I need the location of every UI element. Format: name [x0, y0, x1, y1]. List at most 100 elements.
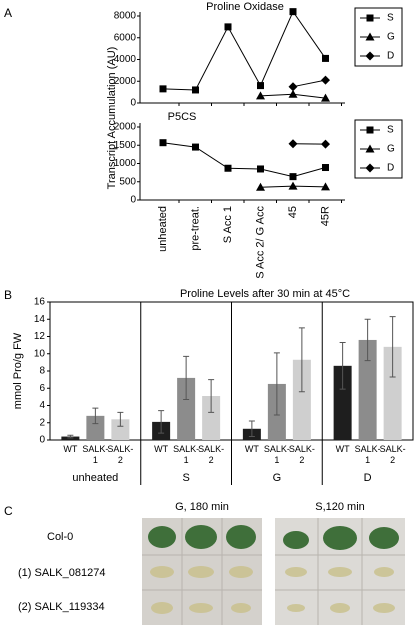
x-tick-label: 45 — [287, 206, 299, 218]
group-label: G — [273, 472, 282, 484]
x-tick-label-line: SALK- — [289, 444, 315, 454]
x-tick-label-line: 1 — [365, 455, 370, 465]
panel-letter: A — [4, 6, 12, 20]
photo — [142, 518, 405, 625]
x-tick-label-line: SALK- — [380, 444, 406, 454]
y-tick-label: 2000 — [114, 122, 137, 133]
x-tick-label: unheated — [157, 206, 169, 252]
chart-title: P5CS — [168, 111, 197, 123]
x-tick-label: S Acc 2/ G Acc — [254, 206, 266, 279]
y-tick-label: 8 — [39, 366, 45, 377]
y-axis-label: mmol Pro/g FW — [12, 332, 24, 409]
row-label: Col-0 — [47, 531, 73, 543]
line — [163, 12, 326, 90]
y-tick-label: 500 — [119, 176, 136, 187]
y-tick-label: 1000 — [114, 158, 137, 169]
x-tick-label-line: SALK- — [264, 444, 290, 454]
marker — [257, 165, 264, 172]
group-label: unheated — [72, 472, 118, 484]
y-tick-label: 0 — [130, 98, 136, 109]
marker — [289, 82, 298, 91]
x-tick-label: SALK-2 — [107, 444, 133, 465]
marker — [290, 173, 297, 180]
row-label: (1) SALK_081274 — [18, 567, 105, 579]
x-tick-label: S Acc 1 — [222, 206, 234, 243]
column-label: G, 180 min — [175, 501, 229, 513]
x-tick-label: pre-treat. — [189, 206, 201, 251]
legend-label: S — [387, 13, 394, 24]
x-tick-label-line: 2 — [118, 455, 123, 465]
x-tick-label: SALK-2 — [289, 444, 315, 465]
x-tick-label-line: WT — [63, 444, 77, 454]
panel-letter: B — [4, 288, 12, 302]
x-tick-label: SALK-2 — [198, 444, 224, 465]
x-tick-label: SALK-1 — [264, 444, 290, 465]
x-tick-label: WT — [245, 444, 259, 454]
y-tick-label: 6000 — [114, 32, 137, 43]
x-tick-label-line: 2 — [209, 455, 214, 465]
y-tick-label: 10 — [34, 348, 46, 359]
marker — [257, 82, 264, 89]
legend-label: G — [387, 32, 395, 43]
marker — [225, 165, 232, 172]
x-tick-label: SALK-1 — [355, 444, 381, 465]
x-tick-label-line: 1 — [184, 455, 189, 465]
marker — [192, 144, 199, 151]
y-tick-label: 6 — [39, 383, 45, 394]
y-tick-label: 2 — [39, 417, 45, 428]
legend-label: S — [387, 125, 394, 136]
line — [293, 80, 326, 87]
panel-letter: C — [4, 504, 13, 518]
marker — [367, 15, 374, 22]
marker — [290, 8, 297, 15]
y-tick-label: 8000 — [114, 11, 137, 22]
chart-title: Proline Oxidase — [206, 1, 284, 13]
y-tick-label: 1500 — [114, 140, 137, 151]
x-tick-label: WT — [336, 444, 350, 454]
x-tick-label-line: WT — [154, 444, 168, 454]
x-tick-label-line: 2 — [390, 455, 395, 465]
legend-label: D — [387, 163, 394, 174]
y-tick-label: 14 — [34, 314, 46, 325]
y-tick-label: 12 — [34, 331, 46, 342]
marker — [289, 139, 298, 148]
x-tick-label: SALK-2 — [380, 444, 406, 465]
x-tick-label: 45R — [319, 206, 331, 226]
marker — [289, 182, 298, 190]
x-tick-label-line: SALK- — [355, 444, 381, 454]
y-tick-label: 16 — [34, 297, 46, 308]
marker — [321, 140, 330, 149]
marker — [192, 86, 199, 93]
x-tick-label-line: 1 — [274, 455, 279, 465]
marker — [322, 164, 329, 171]
x-tick-label-line: SALK- — [82, 444, 108, 454]
x-tick-label: WT — [154, 444, 168, 454]
x-tick-label: SALK-1 — [173, 444, 199, 465]
marker — [367, 127, 374, 134]
x-tick-label-line: WT — [336, 444, 350, 454]
legend-label: D — [387, 51, 394, 62]
x-tick-label: WT — [63, 444, 77, 454]
group-label: D — [364, 472, 372, 484]
marker — [225, 23, 232, 30]
y-tick-label: 4 — [39, 400, 45, 411]
x-tick-label-line: 1 — [93, 455, 98, 465]
y-tick-label: 0 — [130, 195, 136, 206]
column-label: S,120 min — [315, 501, 365, 513]
marker — [321, 76, 330, 85]
x-tick-label-line: SALK- — [107, 444, 133, 454]
x-tick-label: SALK-1 — [82, 444, 108, 465]
marker — [160, 85, 167, 92]
y-tick-label: 0 — [39, 435, 45, 446]
line — [163, 143, 326, 177]
chart-title: Proline Levels after 30 min at 45°C — [180, 288, 350, 300]
marker — [160, 139, 167, 146]
x-tick-label-line: WT — [245, 444, 259, 454]
x-tick-label-line: SALK- — [173, 444, 199, 454]
x-tick-label-line: SALK- — [198, 444, 224, 454]
legend-label: G — [387, 144, 395, 155]
group-label: S — [182, 472, 189, 484]
marker — [322, 55, 329, 62]
x-tick-label-line: 2 — [299, 455, 304, 465]
